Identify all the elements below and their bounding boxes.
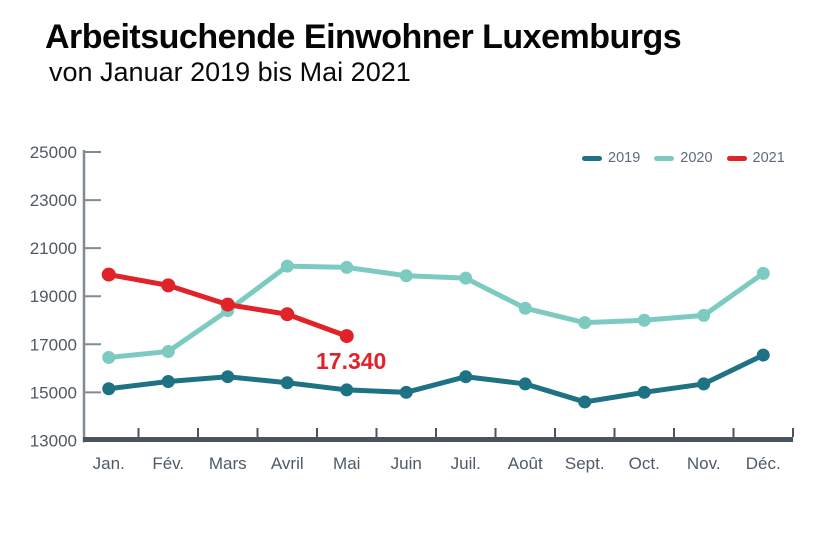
series-2019-line	[106, 352, 766, 405]
legend-item-2019: 2019	[582, 150, 640, 166]
series-2021-point-Jan.	[101, 267, 116, 282]
legend-label-2020: 2020	[680, 150, 713, 166]
series-2019-point-Juin	[399, 385, 413, 399]
x-axis-month-label: Juil.	[451, 454, 481, 473]
series-2019-point-Juil.	[459, 370, 473, 384]
series-2020-point-Nov.	[697, 308, 711, 322]
series-2019-point-Mai	[340, 383, 354, 397]
x-axis-month-label: Avril	[271, 454, 304, 473]
y-axis-tick-label: 19000	[30, 287, 77, 306]
legend-item-2021: 2021	[726, 150, 785, 166]
data-point-label-may-2021: 17.340	[316, 348, 387, 374]
x-axis-bar	[83, 437, 793, 442]
series-2021-point-Mars	[220, 297, 235, 312]
legend-label-2019: 2019	[608, 150, 641, 166]
legend-label-2021: 2021	[752, 150, 785, 166]
series-2019-point-Nov.	[697, 377, 711, 391]
series-2020-point-Sept.	[578, 316, 592, 330]
x-axis-month-label: Mai	[333, 454, 360, 473]
series-2020-point-Jan.	[102, 350, 116, 364]
series-2020-point-Déc.	[756, 266, 770, 280]
y-axis-tick-label: 23000	[30, 191, 77, 210]
series-2020-point-Fév.	[161, 344, 175, 358]
series-2020-point-Août	[518, 301, 532, 315]
legend-marker-2021-icon	[726, 155, 747, 161]
series-2021-point-Avril	[280, 307, 295, 322]
series-2019-point-Sept.	[578, 395, 592, 409]
x-axis-month-label: Nov.	[687, 454, 721, 473]
x-axis-month-label: Juin	[391, 454, 422, 473]
legend-item-2020: 2020	[654, 150, 713, 166]
legend-marker-2019-icon	[582, 155, 602, 161]
series-2021-point-Fév.	[161, 278, 176, 293]
series-2020-point-Juil.	[459, 271, 473, 285]
x-axis-month-label: Jan.	[93, 454, 125, 473]
series-2019-point-Avril	[280, 376, 294, 390]
series-2020-point-Oct.	[637, 313, 651, 327]
x-axis-month-label: Oct.	[629, 454, 660, 473]
x-axis-month-label: Sept.	[565, 454, 605, 473]
series-2020-point-Mai	[340, 260, 354, 274]
y-axis-tick-label: 13000	[30, 431, 77, 450]
y-axis-tick-label: 21000	[30, 239, 77, 258]
series-2020-line	[106, 263, 766, 360]
series-2019-point-Mars	[221, 370, 235, 384]
series-2019-point-Août	[518, 377, 532, 391]
series-2019-point-Jan.	[102, 382, 116, 396]
x-axis-month-label: Déc.	[746, 454, 781, 473]
y-axis-tick-label: 25000	[30, 143, 77, 162]
chart-title: Arbeitsuchende Einwohner Luxemburgs	[45, 18, 682, 56]
x-axis-month-label: Mars	[209, 454, 247, 473]
series-2020-point-Avril	[280, 259, 294, 273]
chart-subtitle: von Januar 2019 bis Mai 2021	[49, 57, 411, 87]
series-2021-point-Mai	[339, 329, 354, 344]
y-axis-tick-label: 17000	[30, 335, 77, 354]
series-2020-point-Juin	[399, 269, 413, 283]
x-axis-month-label: Août	[508, 454, 543, 473]
y-axis-tick-label: 15000	[30, 383, 77, 402]
series-2019-point-Déc.	[756, 348, 770, 362]
series-2019-point-Fév.	[161, 375, 175, 389]
series-2019-point-Oct.	[637, 385, 651, 399]
x-axis-month-label: Fév.	[152, 454, 184, 473]
legend-marker-2020-icon	[654, 155, 675, 161]
chart-legend: 2019 2020 2021	[582, 150, 785, 166]
